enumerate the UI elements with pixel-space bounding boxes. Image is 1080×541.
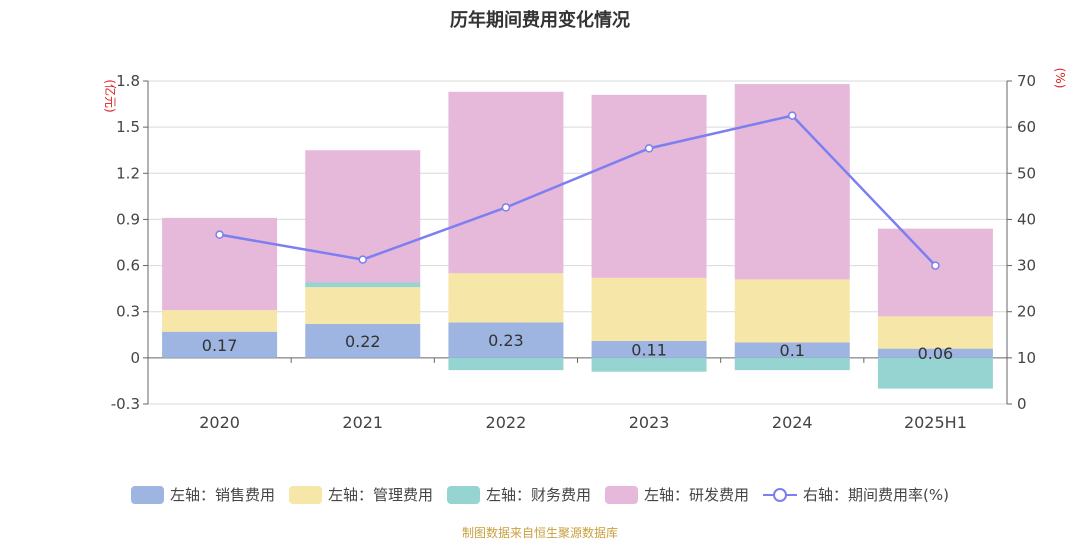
x-tick-label: 2024: [772, 413, 813, 432]
bar-segment: [591, 340, 707, 358]
legend-label-rnd: 左轴：研发费用: [644, 486, 750, 504]
bar-segment: [448, 273, 564, 323]
right-tick-label: 0: [1017, 395, 1027, 413]
left-tick-label: 0.3: [116, 303, 140, 321]
left-tick-label: 0.9: [116, 210, 140, 228]
x-tick-label: 2020: [199, 413, 240, 432]
bar-segment: [591, 94, 707, 278]
legend-item-finance[interactable]: 左轴：财务费用: [447, 484, 591, 505]
bar-segment: [734, 357, 850, 371]
bar-segment: [877, 357, 993, 389]
bar-data-label: 0.1: [780, 341, 805, 360]
bar-segment: [591, 277, 707, 341]
legend-label-finance: 左轴：财务费用: [486, 486, 592, 504]
bar-segment: [448, 322, 564, 358]
bar-segment: [734, 342, 850, 358]
legend-item-admin[interactable]: 左轴：管理费用: [289, 484, 433, 505]
chart-title: 历年期间费用变化情况: [450, 10, 630, 31]
bar-data-label: 0.22: [345, 332, 381, 351]
bar-data-label: 0.17: [202, 336, 238, 355]
legend-label-rate: 右轴：期间费用率(%): [803, 486, 950, 504]
rate-point: [788, 111, 797, 120]
rate-point: [931, 261, 940, 270]
bar-segment: [877, 348, 993, 358]
legend-label-sales: 左轴：销售费用: [169, 486, 275, 504]
rate-point: [644, 144, 654, 153]
left-axis-unit: (亿元): [103, 79, 118, 112]
bar-segment: [591, 357, 707, 372]
x-tick-label: 2022: [486, 413, 527, 432]
bar-segment: [448, 91, 564, 274]
axes: -0.3 0 0.3 0.6 0.9 1.2 1.5 1.8 0 10 20 30 40 50 60 70 (亿…: [103, 68, 1067, 432]
left-tick-label: 0: [130, 349, 140, 367]
left-tick-label: 1.8: [116, 72, 140, 90]
rate-line: [215, 111, 940, 270]
rate-line-path: [219, 114, 937, 267]
bar-segment: [305, 324, 421, 358]
left-tick-label: -0.3: [111, 395, 140, 413]
bar-segment: [162, 310, 278, 332]
right-tick-label: 50: [1017, 164, 1036, 182]
right-tick-label: 40: [1017, 210, 1036, 228]
bar-series: [162, 84, 993, 389]
chart-canvas: -0.3 0 0.3 0.6 0.9 1.2 1.5 1.8 0 10 20 30 40 50 60 70 (亿…: [103, 68, 1067, 432]
legend-swatch-admin: [289, 485, 322, 504]
bar-segment: [305, 282, 421, 288]
right-tick-label: 10: [1017, 349, 1036, 367]
data-labels: 0.17 0.22 0.23 0.11 0.1 0.06: [202, 331, 953, 363]
rate-point: [358, 255, 367, 264]
x-tick-label: 2025H1: [904, 413, 967, 432]
legend-label-admin: 左轴：管理费用: [328, 486, 434, 504]
bar-segment: [877, 228, 993, 317]
legend: 左轴：销售费用 左轴：管理费用 左轴：财务费用 左轴：研发费用 右轴：期间费用率…: [0, 484, 1080, 505]
right-axis-unit: (%): [1053, 68, 1067, 89]
rate-point: [215, 230, 224, 239]
bar-data-label: 0.23: [488, 331, 524, 350]
right-tick-label: 60: [1017, 118, 1036, 136]
legend-swatch-sales: [130, 485, 164, 504]
source-note: 制图数据来自恒生聚源数据库: [461, 526, 618, 540]
left-tick-label: 1.2: [116, 164, 140, 182]
left-tick-label: 0.6: [116, 257, 140, 275]
x-tick-label: 2023: [629, 413, 670, 432]
rate-point: [501, 203, 511, 212]
right-tick-label: 20: [1017, 303, 1036, 321]
x-tick-label: 2021: [342, 413, 383, 432]
legend-item-rate[interactable]: 右轴：期间费用率(%): [763, 484, 949, 505]
legend-swatch-finance: [447, 485, 481, 504]
bar-segment: [305, 287, 421, 325]
bar-data-label: 0.06: [918, 344, 954, 363]
right-tick-label: 70: [1017, 72, 1036, 90]
bar-segment: [162, 331, 278, 358]
legend-swatch-rate: [763, 487, 798, 502]
bar-segment: [877, 316, 993, 349]
legend-item-sales[interactable]: 左轴：销售费用: [130, 484, 275, 505]
bar-segment: [734, 279, 850, 343]
bar-segment: [448, 357, 564, 371]
bar-data-label: 0.11: [631, 340, 667, 359]
legend-item-rnd[interactable]: 左轴：研发费用: [605, 484, 749, 505]
left-tick-label: 1.5: [116, 118, 140, 136]
legend-swatch-rnd: [605, 485, 639, 504]
right-tick-label: 30: [1017, 257, 1036, 275]
